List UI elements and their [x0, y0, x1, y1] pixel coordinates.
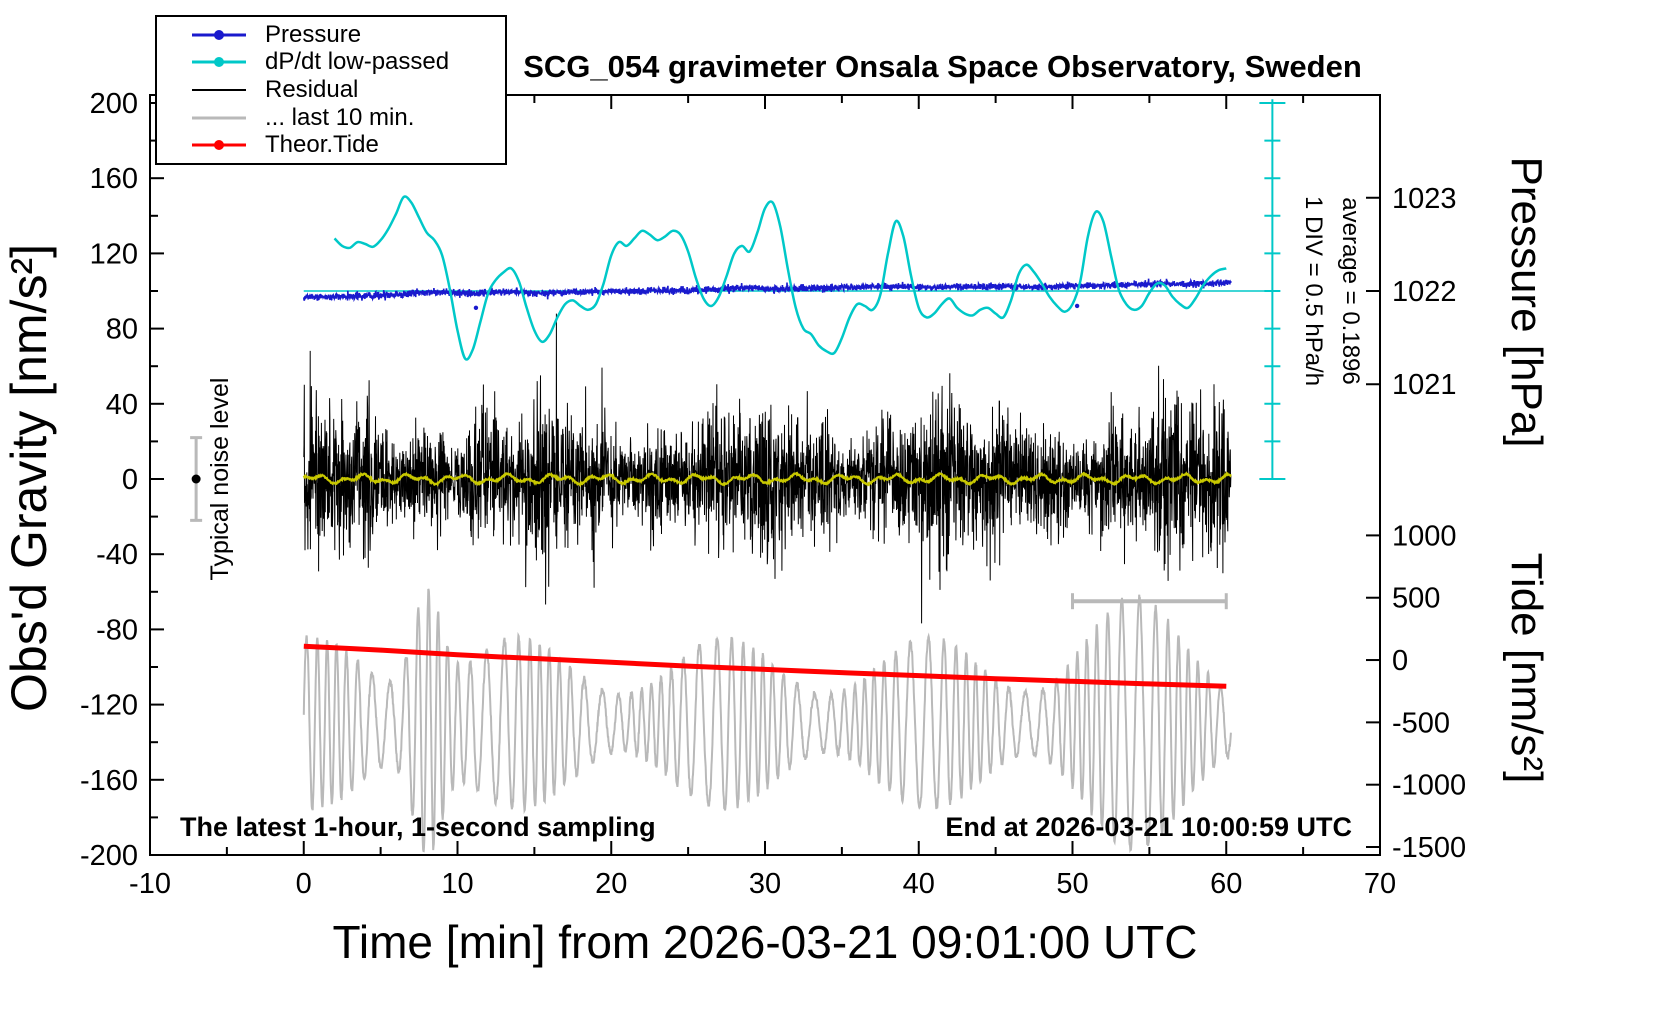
legend-item-pressure: Pressure	[157, 21, 505, 48]
x-tick-label: 30	[749, 868, 781, 900]
div-label: 1 DIV = 0.5 hPa/h	[1300, 196, 1327, 386]
gravity-tick-label: 80	[106, 314, 138, 346]
tide-tick-label: 0	[1392, 645, 1408, 677]
sampling-note: The latest 1-hour, 1-second sampling	[180, 812, 656, 842]
pressure-tick-label: 1021	[1392, 369, 1457, 401]
legend-item-theor-tide: Theor.Tide	[157, 131, 505, 159]
x-tick-label: 50	[1056, 868, 1088, 900]
series-theor-tide	[303, 643, 1227, 689]
end-time-note: End at 2026-03-21 10:00:59 UTC	[945, 812, 1352, 842]
gravity-tick-label: 200	[90, 88, 138, 120]
dpdt-line-marker	[192, 57, 246, 68]
typical-noise-marker: Typical noise level	[190, 378, 234, 581]
x-tick-label: -10	[129, 868, 171, 900]
pressure-axis-title: Pressure [hPa]	[1502, 156, 1551, 447]
gravity-tick-label: 0	[122, 464, 138, 496]
pressure-outlier-dot	[1074, 303, 1080, 309]
series-layer	[302, 195, 1273, 854]
tide-tick-label: -1500	[1392, 832, 1466, 864]
legend-label-residual: Residual	[265, 75, 359, 103]
axis-labels: -10 0 10 20 30 40 50 60 70 -200 -160 -120 -80 -40 0 40 8…	[1, 88, 1551, 968]
residual-line-marker	[192, 88, 246, 91]
legend-label-dpdt: dP/dt low-passed	[265, 48, 450, 76]
legend-item-residual: Residual	[157, 76, 505, 103]
average-label: average = 0.1896	[1337, 197, 1364, 385]
chart-title: SCG_054 gravimeter Onsala Space Observat…	[523, 49, 1362, 84]
legend: Pressure dP/dt low-passed Residual ... l…	[155, 15, 507, 165]
last10-window-bar	[1071, 593, 1228, 610]
tide-tick-label: 500	[1392, 583, 1440, 615]
gravity-tick-label: -120	[80, 690, 138, 722]
gravity-tick-label: 120	[90, 238, 138, 270]
typical-noise-label: Typical noise level	[206, 378, 234, 581]
x-tick-label: 70	[1364, 868, 1396, 900]
x-tick-label: 20	[595, 868, 627, 900]
gravity-axis-title: Obs'd Gravity [nm/s²]	[1, 244, 57, 712]
gravity-tick-label: -160	[80, 765, 138, 797]
series-residual-lowpassed	[302, 471, 1232, 488]
legend-item-last10: ... last 10 min.	[157, 104, 505, 131]
tide-tick-label: -500	[1392, 707, 1450, 739]
gravity-tick-label: -200	[80, 840, 138, 872]
last10-line-marker	[192, 116, 246, 120]
legend-label-last10: ... last 10 min.	[265, 103, 415, 131]
gravity-tick-label: 160	[90, 163, 138, 195]
series-dpdt	[333, 195, 1227, 361]
pressure-line-marker	[192, 29, 246, 40]
tide-tick-label: -1000	[1392, 770, 1466, 802]
pressure-outlier-dot	[473, 305, 479, 310]
x-tick-label: 0	[296, 868, 312, 900]
legend-item-dpdt: dP/dt low-passed	[157, 48, 505, 76]
gravity-tick-label: -80	[96, 614, 138, 646]
theor-tide-line-marker	[192, 140, 246, 151]
x-tick-label: 60	[1210, 868, 1242, 900]
tide-tick-label: 1000	[1392, 520, 1457, 552]
time-axis-title: Time [min] from 2026-03-21 09:01:00 UTC	[333, 916, 1198, 968]
legend-label-pressure: Pressure	[265, 20, 362, 48]
series-residual	[303, 313, 1232, 624]
x-tick-label: 10	[441, 868, 473, 900]
gravity-tick-label: 40	[106, 389, 138, 421]
pressure-tick-label: 1023	[1392, 183, 1457, 215]
div-scale-bar	[1259, 99, 1286, 480]
pressure-tick-label: 1022	[1392, 276, 1457, 308]
legend-label-theor-tide: Theor.Tide	[265, 131, 379, 159]
series-pressure	[303, 277, 1232, 303]
gravity-tick-label: -40	[96, 539, 138, 571]
series-last10	[302, 588, 1232, 854]
tide-axis-title: Tide [nm/s²]	[1502, 553, 1551, 784]
x-tick-label: 40	[903, 868, 935, 900]
